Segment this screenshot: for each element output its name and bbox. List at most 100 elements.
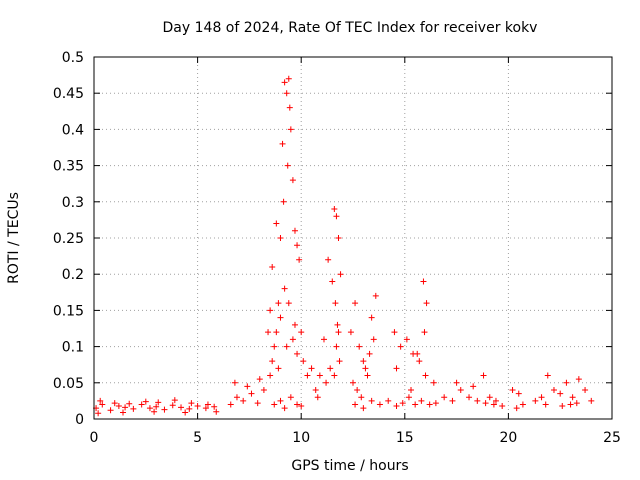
data-point: [213, 408, 220, 415]
data-point: [335, 235, 342, 241]
data-point: [298, 402, 305, 409]
data-point: [403, 336, 410, 343]
data-point: [273, 329, 280, 336]
data-point: [325, 256, 332, 263]
data-point: [499, 402, 506, 409]
data-point: [277, 314, 284, 321]
data-point: [130, 405, 137, 412]
data-point: [482, 400, 489, 407]
data-point: [122, 404, 129, 411]
data-point: [146, 405, 153, 412]
data-point: [347, 329, 354, 336]
data-point: [300, 358, 307, 365]
data-point: [277, 235, 284, 241]
data-point: [559, 402, 566, 409]
data-point: [542, 401, 549, 408]
data-point: [358, 394, 365, 401]
data-point: [337, 271, 344, 278]
data-point: [370, 336, 377, 343]
data-point: [474, 397, 481, 404]
data-point: [350, 379, 356, 386]
x-tick-label: 20: [499, 430, 517, 446]
data-point: [291, 321, 298, 328]
data-point: [271, 401, 278, 408]
data-point: [275, 300, 282, 307]
data-point: [416, 358, 423, 365]
data-point: [269, 263, 276, 270]
data-point: [316, 372, 323, 379]
data-point: [405, 394, 412, 401]
x-tick-label: 10: [292, 430, 310, 446]
data-point: [538, 394, 545, 401]
gridlines: [94, 57, 612, 419]
data-point: [421, 329, 428, 336]
data-point: [563, 379, 570, 386]
data-point: [273, 220, 280, 227]
data-point: [271, 343, 278, 350]
data-point: [275, 365, 282, 372]
data-point: [298, 329, 305, 336]
data-points: [93, 75, 595, 417]
data-point: [296, 256, 303, 263]
data-point: [391, 329, 398, 336]
data-point: [161, 406, 168, 413]
data-point: [515, 390, 522, 397]
y-tick-label: 0.15: [53, 303, 84, 319]
data-point: [188, 400, 195, 407]
data-point: [211, 403, 218, 410]
x-tick-label: 25: [603, 430, 621, 446]
data-point: [120, 409, 127, 416]
data-point: [426, 401, 433, 408]
data-point: [281, 405, 288, 412]
data-point: [334, 321, 341, 328]
data-point: [283, 343, 290, 350]
y-axis-label: ROTI / TECUs: [6, 192, 22, 284]
data-point: [569, 394, 576, 401]
data-point: [544, 372, 551, 379]
data-point: [333, 213, 340, 220]
data-point: [376, 401, 383, 408]
data-point: [466, 394, 473, 401]
data-point: [151, 408, 158, 415]
data-point: [312, 387, 319, 394]
data-point: [567, 401, 574, 408]
data-point: [142, 398, 149, 405]
data-point: [256, 376, 263, 383]
y-tick-label: 0.3: [62, 195, 84, 211]
data-point: [519, 401, 526, 408]
data-point: [509, 387, 516, 394]
data-point: [171, 397, 178, 404]
data-point: [327, 365, 334, 372]
data-point: [354, 387, 361, 394]
data-point: [287, 394, 294, 401]
data-point: [287, 126, 294, 133]
data-point: [286, 104, 293, 111]
y-tick-label: 0.45: [53, 86, 84, 102]
data-point: [352, 401, 359, 408]
data-point: [364, 372, 371, 379]
data-point: [285, 300, 292, 307]
y-tick-label: 0: [75, 412, 84, 428]
data-point: [107, 407, 114, 414]
data-point: [281, 79, 288, 86]
data-point: [422, 372, 429, 379]
data-point: [265, 329, 272, 336]
y-tick-label: 0.05: [53, 376, 84, 392]
data-point: [289, 336, 296, 343]
data-point: [111, 400, 118, 407]
data-point: [323, 379, 330, 386]
data-point: [329, 278, 336, 285]
data-point: [490, 401, 497, 408]
data-point: [155, 399, 162, 406]
y-tick-label: 0.1: [62, 340, 84, 356]
data-point: [372, 292, 379, 299]
data-point: [289, 177, 296, 184]
data-point: [352, 300, 359, 307]
data-point: [178, 404, 185, 411]
data-point: [115, 402, 122, 409]
data-point: [399, 400, 406, 407]
x-tick-label: 15: [396, 430, 414, 446]
y-tick-label: 0.35: [53, 159, 84, 175]
data-point: [244, 383, 251, 390]
data-point: [492, 397, 499, 404]
